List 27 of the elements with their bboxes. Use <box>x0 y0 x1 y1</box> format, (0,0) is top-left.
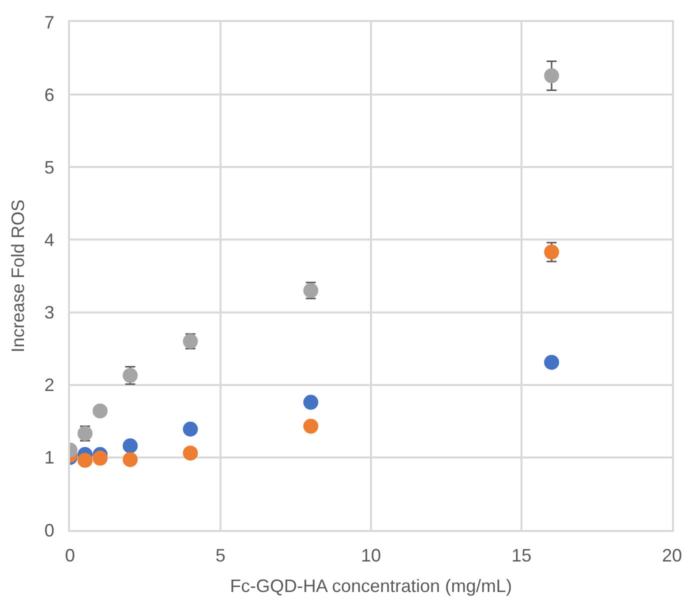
y-tick-label: 6 <box>44 84 54 105</box>
point <box>544 354 560 370</box>
y-tick-label: 3 <box>44 302 54 323</box>
point <box>122 438 138 454</box>
y-tick-label: 1 <box>44 448 54 468</box>
point <box>182 422 198 437</box>
y-tick-label: 2 <box>44 375 54 396</box>
x-tick-label: 20 <box>662 546 682 566</box>
x-tick-label: 5 <box>215 546 226 566</box>
point <box>78 452 93 468</box>
x-tick-label: 10 <box>360 546 382 566</box>
y-tick-label: 7 <box>44 12 54 32</box>
x-axis-title: Fc-GQD-HA concentration (mg/mL) <box>230 576 512 596</box>
point <box>182 446 198 461</box>
point <box>92 450 108 466</box>
y-tick-label: 5 <box>44 157 54 178</box>
y-tick-label: 0 <box>44 520 54 540</box>
point <box>303 418 318 434</box>
x-tick-label: 0 <box>64 546 76 566</box>
point <box>122 452 138 468</box>
y-axis-title: Increase Fold ROS <box>8 199 28 353</box>
point <box>92 403 108 418</box>
point <box>544 244 560 260</box>
point <box>544 68 560 84</box>
point <box>303 394 318 410</box>
x-tick-label: 15 <box>511 546 532 566</box>
y-tick-label: 4 <box>44 230 54 250</box>
